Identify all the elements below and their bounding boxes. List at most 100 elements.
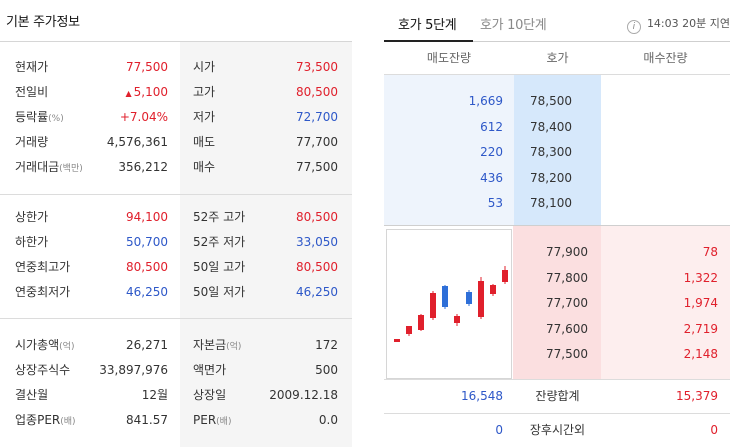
field-label: 52주 저가 bbox=[193, 235, 246, 249]
bid-price[interactable]: 77,800 bbox=[546, 270, 588, 285]
field-label: 상장주식수 bbox=[15, 363, 71, 377]
ask-volume: 220 bbox=[480, 145, 503, 159]
field-label: 매도 bbox=[193, 135, 216, 149]
bid-volume: 78 bbox=[702, 245, 718, 259]
bid-price[interactable]: 77,700 bbox=[546, 296, 588, 310]
field-label: 현재가 bbox=[15, 60, 49, 74]
candle-body bbox=[478, 281, 484, 317]
candle-body bbox=[418, 315, 424, 330]
field-value: 46,250 bbox=[126, 285, 168, 299]
candle-body bbox=[466, 292, 472, 304]
ask-price[interactable]: 78,500 bbox=[530, 94, 572, 108]
field-value: 500 bbox=[315, 363, 338, 377]
field-label: 상한가 bbox=[15, 210, 49, 224]
section-divider bbox=[0, 318, 352, 319]
ask-price[interactable]: 78,300 bbox=[530, 145, 572, 159]
ask-bid-divider bbox=[384, 225, 730, 226]
field-label: 52주 고가 bbox=[193, 210, 246, 224]
field-value: 0.0 bbox=[318, 413, 338, 427]
header-ask-volume: 매도잔량 bbox=[426, 51, 472, 65]
field-label: 매수 bbox=[193, 160, 216, 174]
column-shade bbox=[180, 319, 352, 447]
field-value: 77,700 bbox=[296, 135, 338, 149]
field-value: 80,500 bbox=[296, 260, 338, 274]
candlestick-svg bbox=[394, 266, 508, 342]
section-divider bbox=[0, 194, 352, 195]
candle-body bbox=[442, 286, 448, 307]
field-value: 80,500 bbox=[296, 210, 338, 224]
info-row: 상장주식수 33,897,976 액면가 500 bbox=[0, 358, 352, 383]
header-bid-volume: 매수잔량 bbox=[643, 51, 688, 65]
info-row: 연중최고가 80,500 50일 고가 80,500 bbox=[0, 255, 352, 280]
candle-body bbox=[502, 270, 508, 282]
field-label: 액면가 bbox=[193, 363, 227, 377]
header-price: 호가 bbox=[546, 51, 569, 65]
field-label: 50일 저가 bbox=[193, 285, 246, 299]
delay-text: 14:03 20분 지연 bbox=[646, 17, 730, 30]
ask-volume: 1,669 bbox=[468, 94, 503, 108]
mini-candlestick-chart bbox=[386, 229, 512, 379]
candle-body bbox=[430, 293, 436, 318]
field-value: 50,700 bbox=[126, 235, 168, 249]
field-label: 전일비 bbox=[15, 85, 49, 99]
field-label: 50일 고가 bbox=[193, 260, 246, 274]
tab-order-book-5[interactable]: 호가 5단계 bbox=[398, 18, 457, 33]
ask-volume: 53 bbox=[487, 196, 503, 210]
tab-divider bbox=[384, 41, 730, 42]
up-triangle-icon: ▲ bbox=[125, 89, 132, 98]
field-label: 자본금(억) bbox=[193, 338, 242, 352]
info-row: 거래대금(백만) 356,212 매수 77,500 bbox=[0, 155, 352, 180]
field-value: ▲ 5,100 bbox=[125, 85, 168, 99]
bid-volume: 1,974 bbox=[683, 296, 718, 310]
totals-label: 잔량합계 bbox=[535, 389, 580, 403]
panel-title: 기본 주가정보 bbox=[6, 15, 80, 30]
candle-body bbox=[454, 316, 460, 323]
field-label: 하한가 bbox=[15, 235, 49, 249]
info-icon[interactable]: i bbox=[626, 20, 641, 34]
after-hours-label: 장후시간외 bbox=[529, 423, 586, 437]
field-value: 12월 bbox=[141, 388, 168, 402]
info-row: 거래량 4,576,361 매도 77,700 bbox=[0, 130, 352, 155]
field-value: 33,050 bbox=[296, 235, 338, 249]
field-label: 거래대금(백만) bbox=[15, 160, 83, 174]
candle-body bbox=[490, 285, 496, 294]
title-divider bbox=[0, 41, 352, 42]
candle-body bbox=[406, 326, 412, 334]
bid-price[interactable]: 77,500 bbox=[546, 347, 588, 361]
ask-price-column bbox=[514, 75, 601, 225]
ask-price[interactable]: 78,200 bbox=[530, 170, 572, 185]
field-value: 72,700 bbox=[296, 110, 338, 124]
field-value: 172 bbox=[315, 338, 338, 352]
ask-volume: 612 bbox=[480, 119, 503, 134]
after-hours-ask: 0 bbox=[495, 423, 503, 437]
ask-price[interactable]: 78,100 bbox=[530, 196, 572, 210]
info-row: 하한가 50,700 52주 저가 33,050 bbox=[0, 230, 352, 255]
field-value: 4,576,361 bbox=[106, 135, 168, 149]
ask-price[interactable]: 78,400 bbox=[530, 119, 572, 134]
bid-price[interactable]: 77,600 bbox=[546, 321, 588, 336]
total-bid-volume: 15,379 bbox=[676, 389, 718, 403]
field-value: 2009.12.18 bbox=[269, 388, 338, 402]
field-label: 시가총액(억) bbox=[15, 338, 75, 352]
tab-order-book-10[interactable]: 호가 10단계 bbox=[480, 18, 547, 33]
info-row: 시가총액(억) 26,271 자본금(억) 172 bbox=[0, 333, 352, 358]
column-shade bbox=[180, 195, 352, 318]
bid-volume: 2,719 bbox=[683, 321, 718, 336]
field-label: 시가 bbox=[193, 60, 216, 74]
order-book-panel: 호가 5단계 호가 10단계 i 14:03 20분 지연 매도잔량 호가 매수잔… bbox=[384, 0, 730, 447]
column-shade bbox=[180, 42, 352, 194]
field-label: 저가 bbox=[193, 110, 216, 124]
candle-body bbox=[394, 339, 400, 342]
info-row: 결산월 12월 상장일 2009.12.18 bbox=[0, 383, 352, 408]
field-value: 33,897,976 bbox=[99, 363, 168, 377]
active-tab-indicator bbox=[384, 40, 473, 42]
field-label: 연중최저가 bbox=[15, 285, 71, 299]
field-label: 연중최고가 bbox=[15, 260, 71, 274]
info-row: 상한가 94,100 52주 고가 80,500 bbox=[0, 205, 352, 230]
field-value: 841.57 bbox=[126, 413, 168, 427]
info-row: 연중최저가 46,250 50일 저가 46,250 bbox=[0, 280, 352, 305]
bid-price[interactable]: 77,900 bbox=[546, 245, 588, 259]
field-label: 업종PER(배) bbox=[15, 413, 76, 427]
bid-volume: 1,322 bbox=[683, 270, 718, 285]
